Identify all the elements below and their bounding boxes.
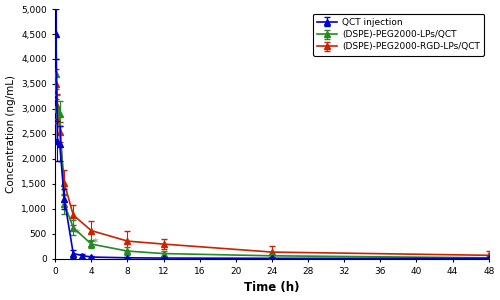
Text: *: * — [74, 229, 80, 239]
Legend: QCT injection, (DSPE)-PEG2000-LPs/QCT, (DSPE)-PEG2000-RGD-LPs/QCT: QCT injection, (DSPE)-PEG2000-LPs/QCT, (… — [313, 14, 484, 56]
X-axis label: Time (h): Time (h) — [244, 281, 300, 294]
Text: *: * — [92, 238, 98, 248]
Y-axis label: Concentration (ng/mL): Concentration (ng/mL) — [6, 75, 16, 193]
